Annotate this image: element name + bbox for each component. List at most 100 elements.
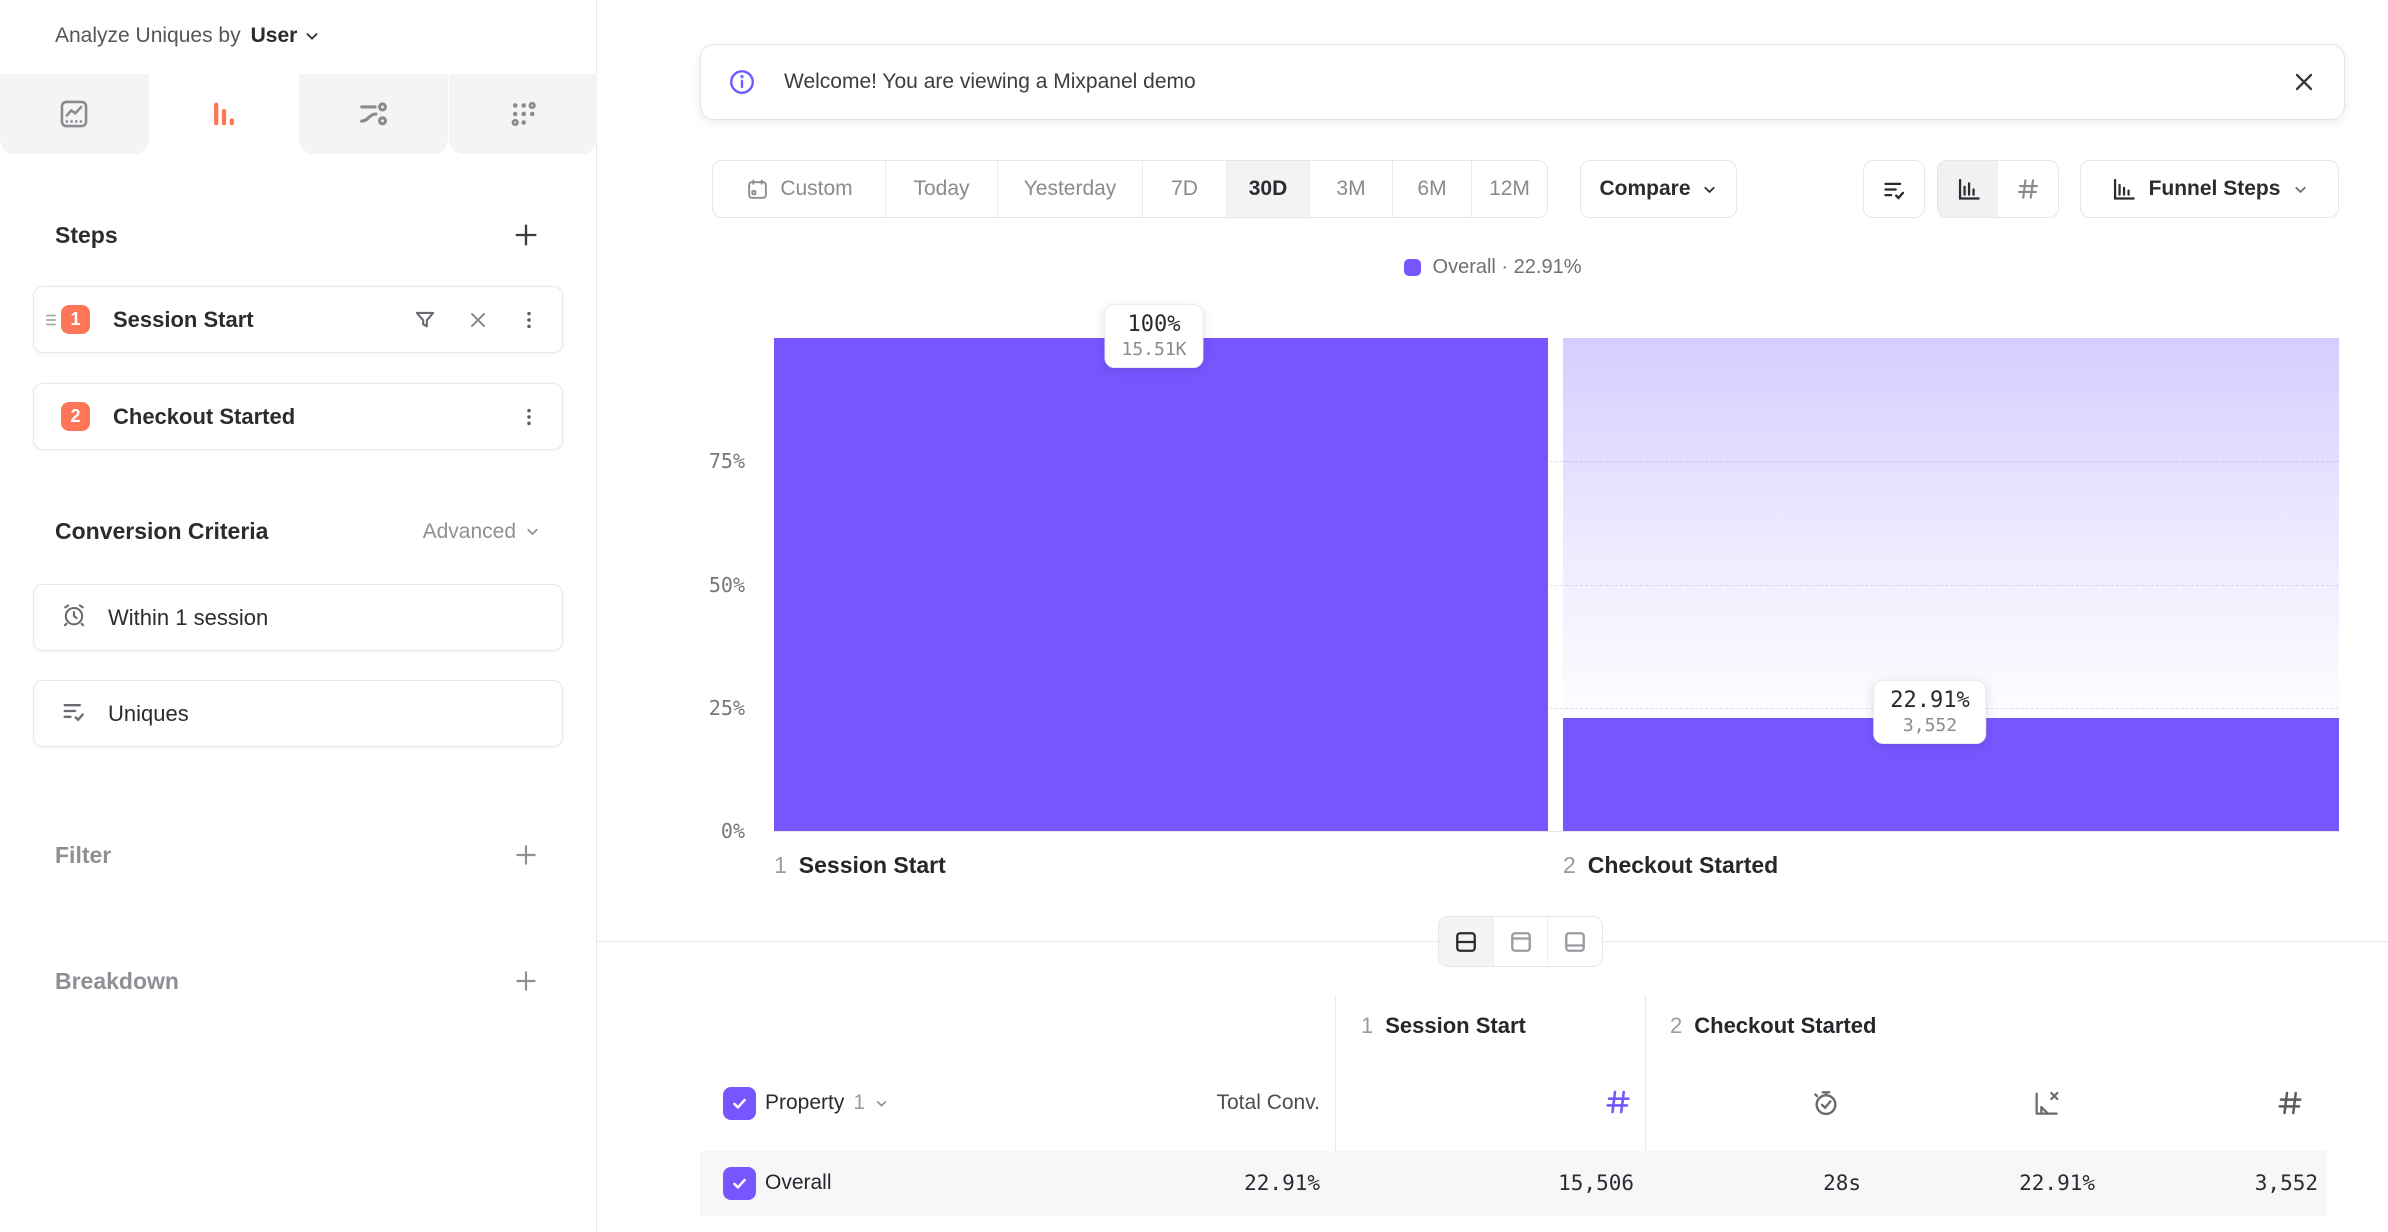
gridline-25 (774, 708, 2339, 709)
y-axis-tick: 25% (708, 696, 745, 720)
filter-section-header: Filter (55, 840, 541, 870)
insights-chart-icon (60, 100, 88, 128)
conv-rate-column-icon[interactable] (2030, 1087, 2062, 1124)
range-12m[interactable]: 12M (1489, 177, 1530, 200)
layout-chart-option[interactable] (1494, 917, 1549, 966)
x-axis-label-session-start: 1 Session Start (774, 852, 946, 878)
retention-flow-icon (360, 102, 388, 126)
add-step-button[interactable] (511, 220, 541, 250)
conversion-criteria-header: Conversion Criteria Advanced (55, 518, 541, 545)
drag-handle-icon[interactable] (44, 311, 60, 334)
funnel-column-session-start[interactable] (774, 338, 1548, 831)
bar-session-start[interactable] (774, 338, 1548, 831)
advanced-dropdown[interactable]: Advanced (423, 520, 541, 544)
add-filter-button[interactable] (511, 840, 541, 870)
close-icon (2295, 73, 2313, 91)
hash-icon (2018, 179, 2038, 199)
counting-toggle-button[interactable] (1863, 160, 1925, 218)
step-number-badge: 2 (61, 402, 90, 431)
check-icon (733, 1098, 746, 1109)
steps-title: Steps (55, 221, 118, 248)
chevron-down-icon (2295, 186, 2307, 193)
tooltip-count: 15.51K (1121, 339, 1187, 360)
counting-method-card[interactable]: Uniques (33, 680, 563, 747)
funnel-column-checkout-started[interactable] (1563, 338, 2339, 831)
analyze-entity-dropdown[interactable]: User (251, 24, 322, 48)
step-remove-button[interactable] (466, 308, 490, 332)
hash-icon (1606, 1090, 1630, 1114)
display-bars-option[interactable] (1938, 161, 1998, 217)
step-filter-button[interactable] (412, 307, 438, 333)
total-conv-header[interactable]: Total Conv. (1216, 1091, 1321, 1114)
step2-count-column-icon[interactable] (2275, 1088, 2305, 1123)
legend-swatch (1403, 259, 1421, 276)
display-numbers-option[interactable] (1998, 161, 2058, 217)
chart-type-dropdown[interactable]: Funnel Steps (2080, 160, 2339, 218)
check-icon (733, 1178, 746, 1189)
avg-time-column-icon[interactable] (1810, 1087, 1842, 1124)
x-axis-label-checkout-started: 2 Checkout Started (1563, 852, 1779, 878)
stopwatch-check-icon (1814, 1091, 1837, 1116)
date-range-group: Custom Today Yesterday 7D 30D 3M 6M 12M (712, 160, 1548, 218)
table-header-row: Property 1 Total Conv. (700, 1085, 2327, 1131)
hash-icon (2278, 1091, 2302, 1115)
layout-split-option[interactable] (1439, 917, 1494, 966)
analyze-uniques-row: Analyze Uniques by User (55, 18, 321, 54)
calendar-icon (748, 179, 768, 199)
conversion-window-card[interactable]: Within 1 session (33, 584, 563, 651)
range-3m[interactable]: 3M (1310, 161, 1393, 217)
layout-table-option[interactable] (1548, 917, 1602, 966)
counting-method-label: Uniques (108, 700, 189, 726)
kebab-menu-icon (527, 311, 531, 328)
step-card-session-start[interactable]: 1 Session Start (33, 286, 563, 353)
alarm-clock-icon (60, 601, 88, 634)
chevron-down-icon (306, 33, 318, 40)
range-today[interactable]: Today (886, 161, 998, 217)
list-check-icon (1883, 182, 1904, 200)
layout-bottom-icon (1565, 931, 1586, 952)
table-group-session-start: 1 Session Start (1361, 1013, 1526, 1038)
range-30d[interactable]: 30D (1227, 161, 1310, 217)
breakdown-section-header: Breakdown (55, 966, 541, 996)
bar-value-tooltip: 22.91% 3,552 (1873, 680, 1987, 744)
info-icon (730, 70, 754, 94)
property-dropdown[interactable]: Property 1 (765, 1091, 889, 1115)
tab-insights[interactable] (0, 74, 149, 154)
chart-legend[interactable]: Overall · 22.91% (597, 256, 2388, 279)
row-checkbox[interactable] (723, 1167, 756, 1200)
tab-funnels[interactable] (149, 74, 298, 154)
step-menu-button[interactable] (518, 308, 540, 332)
bar-value-tooltip: 100% 15.51K (1104, 304, 1204, 368)
flows-dots-icon (511, 101, 536, 127)
list-check-icon (60, 697, 88, 730)
table-group-checkout-started: 2 Checkout Started (1670, 1013, 1877, 1038)
banner-close-button[interactable] (2290, 68, 2318, 96)
tab-flows[interactable] (448, 74, 597, 154)
filter-title: Filter (55, 841, 112, 868)
range-yesterday[interactable]: Yesterday (998, 161, 1143, 217)
chevron-down-icon (527, 528, 538, 535)
add-breakdown-button[interactable] (511, 966, 541, 996)
tab-retention[interactable] (299, 74, 448, 154)
kebab-menu-icon (527, 408, 531, 425)
select-all-checkbox[interactable] (723, 1087, 756, 1120)
demo-banner: Welcome! You are viewing a Mixpanel demo (700, 44, 2345, 120)
conversion-window-label: Within 1 session (108, 604, 269, 630)
cell-step2-count: 3,552 (2254, 1171, 2318, 1195)
column-separator (1645, 995, 1646, 1216)
range-6m[interactable]: 6M (1393, 161, 1472, 217)
funnels-bars-icon (213, 102, 234, 126)
chevron-down-icon (1703, 186, 1715, 193)
range-custom[interactable]: Custom (713, 161, 886, 217)
chevron-down-icon (877, 1100, 887, 1106)
banner-message: Welcome! You are viewing a Mixpanel demo (784, 70, 1196, 93)
step-menu-button[interactable] (518, 405, 540, 429)
range-7d[interactable]: 7D (1143, 161, 1227, 217)
step1-count-column-icon[interactable] (1603, 1087, 1633, 1122)
cell-step2-rate: 22.91% (2019, 1171, 2095, 1195)
analyze-entity-value: User (250, 24, 298, 47)
step-card-checkout-started[interactable]: 2 Checkout Started (33, 383, 563, 450)
compare-button[interactable]: Compare (1580, 160, 1737, 218)
table-row-overall[interactable]: Overall 22.91% 15,506 28s 22.91% 3,552 (700, 1151, 2327, 1216)
